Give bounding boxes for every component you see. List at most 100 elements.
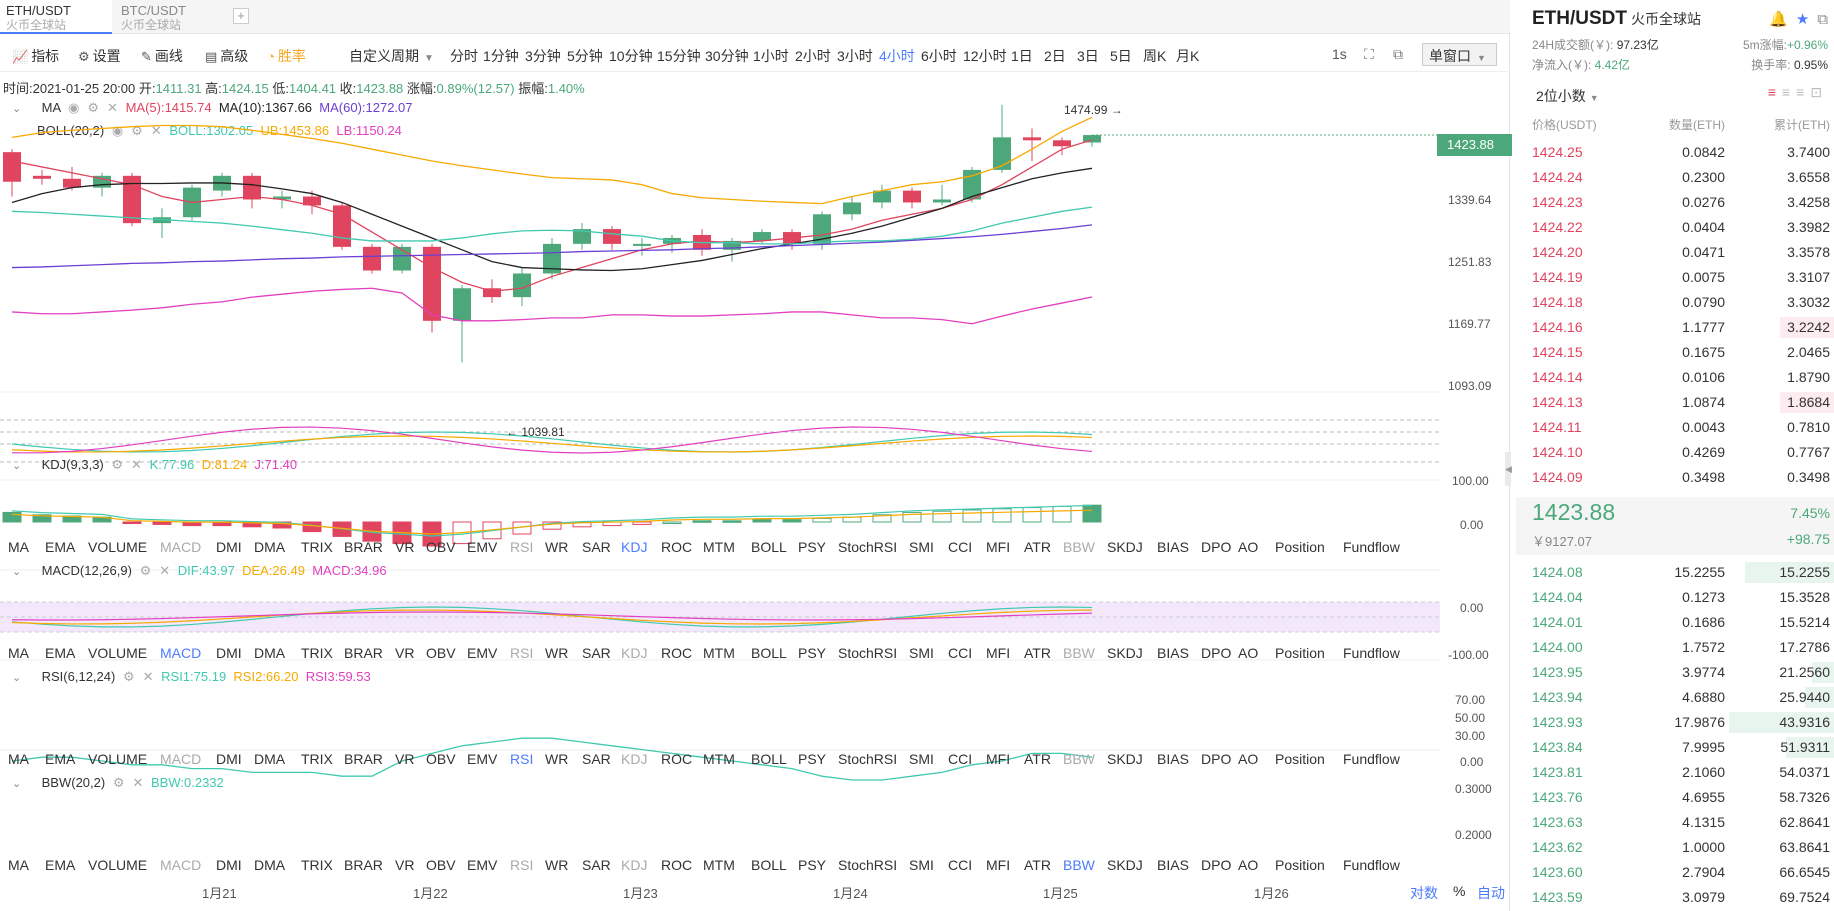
tab-eth-usdt[interactable]: ETH/USDT 火币全球站	[0, 0, 112, 34]
nav-cci[interactable]: CCI	[948, 751, 973, 767]
nav-sar[interactable]: SAR	[582, 857, 611, 873]
nav-boll[interactable]: BOLL	[751, 539, 787, 555]
nav-skdj[interactable]: SKDJ	[1107, 857, 1143, 873]
nav-mfi[interactable]: MFI	[986, 751, 1011, 767]
nav-macd[interactable]: MACD	[160, 857, 202, 873]
percent-scale-button[interactable]: %	[1453, 883, 1466, 899]
bid-row[interactable]: 1423.84 7.9995 51.9311	[1516, 735, 1834, 760]
bid-row[interactable]: 1423.60 2.7904 66.6545	[1516, 860, 1834, 885]
nav-ao[interactable]: AO	[1238, 857, 1259, 873]
nav-roc[interactable]: ROC	[661, 857, 693, 873]
period-8[interactable]: 2小时	[795, 48, 831, 64]
nav-ma[interactable]: MA	[8, 751, 29, 767]
nav-kdj[interactable]: KDJ	[621, 645, 648, 661]
gear-icon[interactable]: ⚙	[111, 457, 124, 472]
nav-cci[interactable]: CCI	[948, 539, 973, 555]
period-17[interactable]: 周K	[1143, 48, 1167, 64]
nav-vr[interactable]: VR	[395, 857, 415, 873]
nav-bias[interactable]: BIAS	[1157, 751, 1189, 767]
nav-bbw[interactable]: BBW	[1063, 751, 1095, 767]
nav-ma[interactable]: MA	[8, 539, 29, 555]
nav-mtm[interactable]: MTM	[703, 539, 735, 555]
nav-emv[interactable]: EMV	[467, 645, 498, 661]
nav-trix[interactable]: TRIX	[301, 857, 333, 873]
nav-bias[interactable]: BIAS	[1157, 645, 1189, 661]
view-bids-icon[interactable]: ≡	[1781, 84, 1797, 100]
advanced-button[interactable]: ▤ 高级	[205, 46, 248, 66]
nav-dma[interactable]: DMA	[254, 539, 286, 555]
period-9[interactable]: 3小时	[837, 48, 873, 64]
bell-icon[interactable]: 🔔	[1769, 11, 1788, 28]
nav-psy[interactable]: PSY	[798, 539, 827, 555]
gear-icon[interactable]: ⚙	[122, 669, 135, 684]
nav-volume[interactable]: VOLUME	[88, 645, 148, 661]
main-chart[interactable]	[0, 90, 1440, 870]
nav-psy[interactable]: PSY	[798, 751, 827, 767]
draw-button[interactable]: ✎ 画线	[141, 46, 183, 66]
ask-row[interactable]: 1424.16 1.1777 3.2242	[1516, 315, 1834, 340]
nav-obv[interactable]: OBV	[426, 857, 456, 873]
nav-fundflow[interactable]: Fundflow	[1343, 539, 1400, 555]
nav-dmi[interactable]: DMI	[216, 539, 242, 555]
nav-roc[interactable]: ROC	[661, 645, 693, 661]
nav-ema[interactable]: EMA	[45, 539, 76, 555]
nav-dpo[interactable]: DPO	[1201, 645, 1232, 661]
ask-row[interactable]: 1424.19 0.0075 3.3107	[1516, 265, 1834, 290]
nav-bbw[interactable]: BBW	[1063, 645, 1095, 661]
bid-row[interactable]: 1423.94 4.6880 25.9440	[1516, 685, 1834, 710]
period-4[interactable]: 10分钟	[609, 48, 653, 64]
nav-dma[interactable]: DMA	[254, 751, 286, 767]
nav-kdj[interactable]: KDJ	[621, 539, 648, 555]
settings-button[interactable]: ⚙ 设置	[78, 46, 121, 66]
nav-ema[interactable]: EMA	[45, 751, 76, 767]
nav-dma[interactable]: DMA	[254, 857, 286, 873]
collapse-icon[interactable]: ⌄	[12, 103, 22, 115]
auto-scale-button[interactable]: 自动	[1477, 885, 1505, 901]
nav-mtm[interactable]: MTM	[703, 751, 735, 767]
nav-atr[interactable]: ATR	[1024, 751, 1051, 767]
nav-position[interactable]: Position	[1275, 857, 1325, 873]
nav-volume[interactable]: VOLUME	[88, 539, 148, 555]
nav-wr[interactable]: WR	[545, 645, 569, 661]
custom-period-dropdown[interactable]: 自定义周期 ▼	[349, 46, 434, 66]
nav-vr[interactable]: VR	[395, 751, 415, 767]
nav-brar[interactable]: BRAR	[344, 751, 383, 767]
period-18[interactable]: 月K	[1176, 48, 1200, 64]
nav-obv[interactable]: OBV	[426, 539, 456, 555]
nav-ao[interactable]: AO	[1238, 539, 1259, 555]
period-7[interactable]: 1小时	[753, 48, 789, 64]
close-icon[interactable]: ✕	[159, 563, 171, 578]
nav-bbw[interactable]: BBW	[1063, 539, 1095, 555]
nav-atr[interactable]: ATR	[1024, 539, 1051, 555]
nav-dpo[interactable]: DPO	[1201, 857, 1232, 873]
nav-atr[interactable]: ATR	[1024, 857, 1051, 873]
nav-vr[interactable]: VR	[395, 539, 415, 555]
ask-row[interactable]: 1424.13 1.0874 1.8684	[1516, 390, 1834, 415]
log-scale-button[interactable]: 对数	[1410, 885, 1438, 901]
ask-row[interactable]: 1424.18 0.0790 3.3032	[1516, 290, 1834, 315]
add-tab-button[interactable]: +	[233, 8, 249, 24]
nav-kdj[interactable]: KDJ	[621, 857, 648, 873]
nav-vr[interactable]: VR	[395, 645, 415, 661]
nav-kdj[interactable]: KDJ	[621, 751, 648, 767]
period-0[interactable]: 分时	[450, 48, 478, 64]
nav-rsi[interactable]: RSI	[510, 539, 534, 555]
nav-brar[interactable]: BRAR	[344, 857, 383, 873]
nav-emv[interactable]: EMV	[467, 751, 498, 767]
ask-row[interactable]: 1424.09 0.3498 0.3498	[1516, 465, 1834, 490]
nav-smi[interactable]: SMI	[909, 645, 934, 661]
nav-smi[interactable]: SMI	[909, 751, 934, 767]
nav-psy[interactable]: PSY	[798, 645, 827, 661]
close-icon[interactable]: ✕	[132, 775, 144, 790]
nav-psy[interactable]: PSY	[798, 857, 827, 873]
period-12[interactable]: 12小时	[963, 48, 1007, 64]
nav-trix[interactable]: TRIX	[301, 751, 333, 767]
gear-icon[interactable]: ⚙	[131, 123, 143, 138]
eye-icon[interactable]: ◉	[111, 123, 124, 138]
tick-button[interactable]: 1s	[1332, 46, 1347, 62]
nav-ma[interactable]: MA	[8, 645, 29, 661]
period-2[interactable]: 3分钟	[525, 48, 561, 64]
nav-fundflow[interactable]: Fundflow	[1343, 751, 1400, 767]
nav-rsi[interactable]: RSI	[510, 645, 534, 661]
nav-boll[interactable]: BOLL	[751, 645, 787, 661]
